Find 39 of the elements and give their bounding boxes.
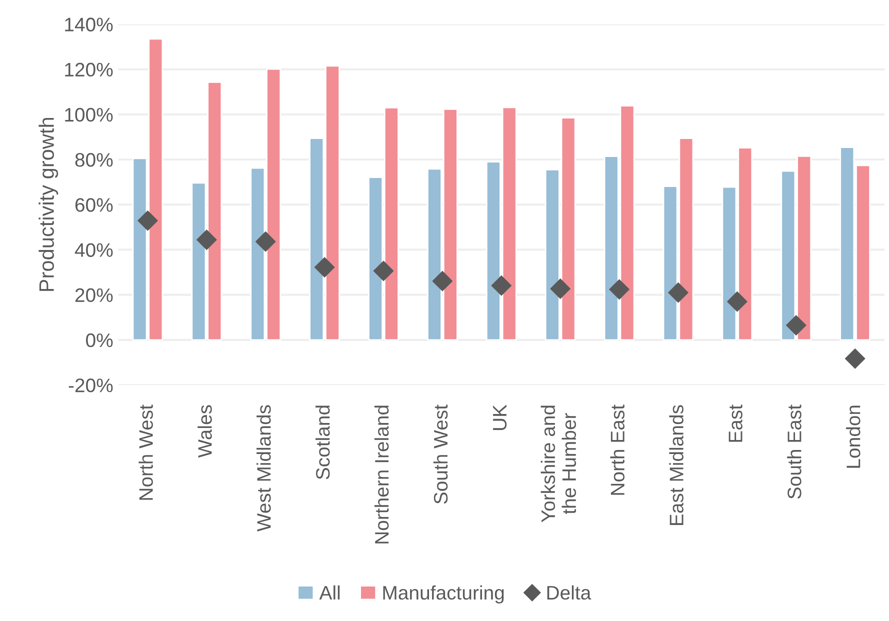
point	[844, 348, 866, 369]
legend-label: All	[319, 585, 340, 600]
x-tick-label: South East	[787, 404, 802, 499]
point	[255, 231, 276, 252]
legend-label: Delta	[547, 585, 592, 600]
y-tick-label: 40%	[74, 243, 113, 257]
x-tick-label: West Midlands	[256, 405, 271, 532]
x-tick-label: Yorkshire and the Humber	[540, 406, 576, 522]
point	[550, 278, 571, 300]
x-tick-label: Northern Ireland	[374, 406, 389, 544]
x-tick-label: North West	[138, 404, 153, 500]
y-tick-label: 20%	[75, 288, 113, 302]
x-tick-label: Wales	[198, 405, 212, 458]
y-tick-label: 80%	[75, 152, 113, 167]
x-tick-label: UK	[493, 404, 507, 430]
x-tick-label: North East	[610, 404, 625, 495]
point	[137, 210, 158, 231]
y-axis-title: Productivity growth	[38, 118, 58, 291]
x-tick-label: South West	[433, 404, 448, 504]
x-tick-label: East Midlands	[669, 405, 684, 525]
legend-label: Manufacturing	[383, 585, 504, 604]
point	[432, 270, 453, 292]
y-tick-label: 100%	[65, 108, 113, 122]
point	[491, 275, 512, 296]
point	[608, 279, 630, 300]
x-tick-label: Scotland	[315, 406, 330, 480]
y-tick-label: -20%	[68, 378, 113, 392]
point	[786, 314, 806, 336]
x-tick-label: London	[846, 406, 860, 468]
y-tick-label: 140%	[65, 18, 113, 32]
y-tick-label: 0%	[86, 333, 113, 348]
point	[196, 229, 217, 250]
point	[668, 282, 689, 303]
point	[373, 260, 394, 282]
point	[314, 257, 335, 278]
point	[726, 291, 748, 312]
y-tick-label: 60%	[75, 198, 113, 212]
x-tick-label: East	[728, 404, 742, 442]
y-tick-label: 120%	[65, 62, 113, 77]
